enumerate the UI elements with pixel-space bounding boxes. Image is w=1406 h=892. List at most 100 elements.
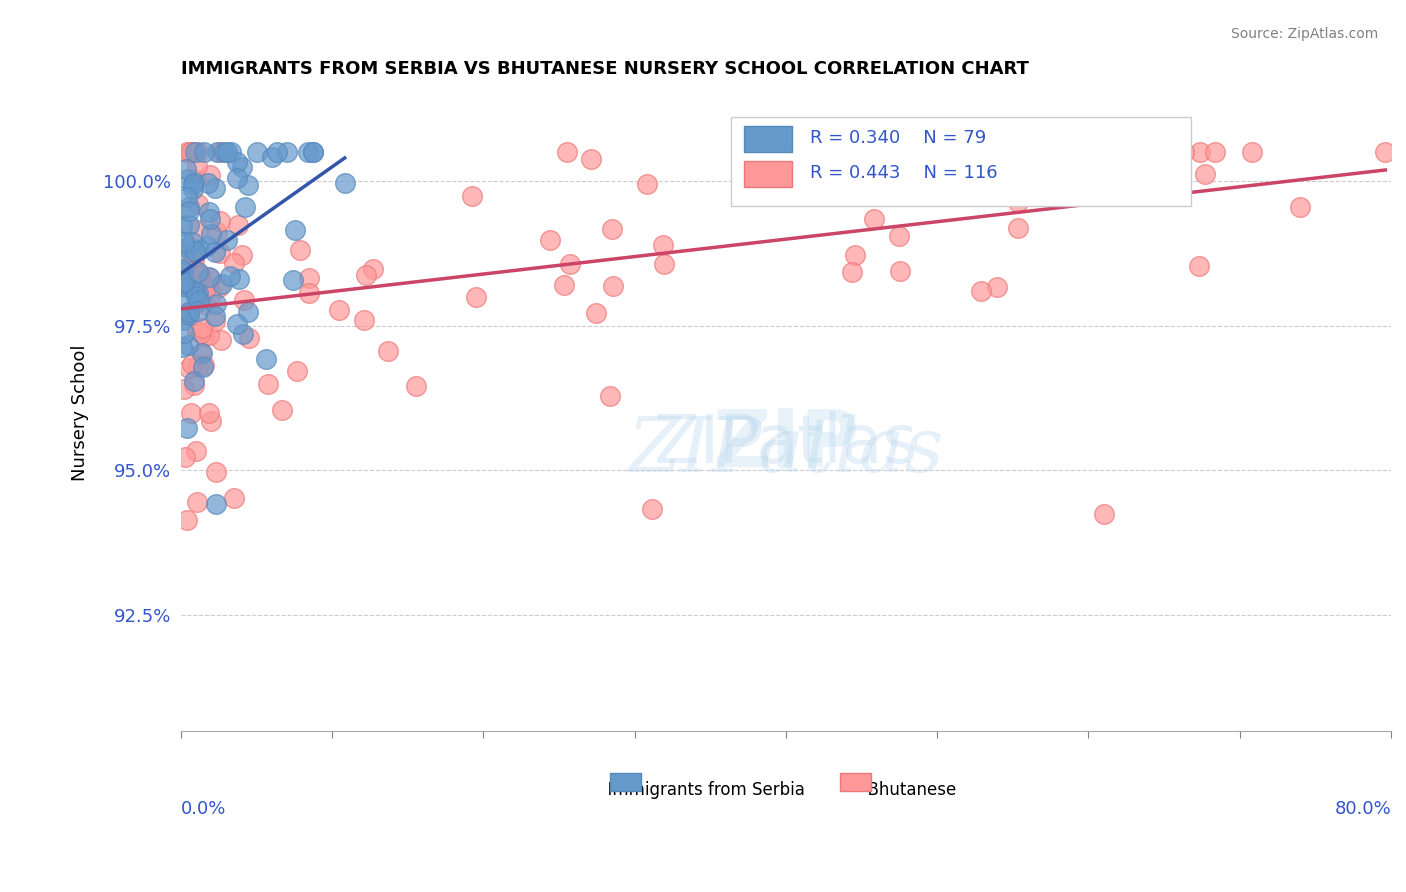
Point [209, 333, 232, 347]
Point [173, 235, 195, 249]
Point [183, 378, 205, 392]
Point [602, 278, 624, 293]
Point [187, 223, 209, 237]
Point [181, 244, 204, 259]
Point [184, 173, 207, 187]
Point [183, 374, 205, 388]
Point [222, 256, 245, 270]
Point [180, 145, 202, 160]
Point [186, 444, 208, 458]
Point [205, 145, 228, 160]
Point [204, 314, 226, 328]
Point [553, 277, 575, 292]
Point [1189, 145, 1212, 160]
Point [179, 145, 201, 160]
Text: ZIPatlas: ZIPatlas [654, 411, 918, 477]
Text: ZIPatlas: ZIPatlas [627, 414, 945, 488]
Text: 80.0%: 80.0% [1334, 800, 1391, 818]
Point [193, 329, 215, 343]
Point [285, 364, 308, 378]
Point [205, 497, 228, 511]
Point [636, 177, 658, 191]
Text: R = 0.340    N = 79: R = 0.340 N = 79 [810, 128, 987, 146]
Point [652, 257, 675, 271]
Point [238, 304, 260, 318]
Point [1007, 195, 1029, 210]
Point [1289, 200, 1312, 214]
Point [246, 145, 269, 160]
Point [298, 286, 321, 301]
Text: R = 0.443    N = 116: R = 0.443 N = 116 [810, 163, 998, 182]
Point [181, 251, 204, 265]
Point [1045, 145, 1067, 160]
Point [181, 178, 204, 192]
Point [579, 153, 602, 167]
Point [173, 275, 195, 289]
Point [204, 466, 226, 480]
Point [1173, 145, 1195, 160]
Point [188, 293, 211, 308]
Point [839, 179, 862, 194]
Point [464, 290, 486, 304]
Point [193, 358, 215, 372]
Point [179, 218, 201, 232]
FancyBboxPatch shape [744, 161, 792, 186]
Point [1092, 507, 1115, 521]
FancyBboxPatch shape [744, 127, 792, 152]
Point [236, 178, 259, 193]
Point [191, 287, 214, 301]
Point [200, 169, 222, 183]
Point [177, 200, 200, 214]
Point [204, 297, 226, 311]
Point [187, 265, 209, 279]
Point [226, 219, 249, 233]
Point [354, 268, 377, 282]
Point [929, 153, 952, 168]
Point [257, 376, 280, 391]
Point [200, 287, 222, 301]
Point [260, 151, 283, 165]
Point [187, 286, 209, 301]
Point [184, 289, 207, 303]
Point [254, 351, 277, 366]
Point [879, 145, 901, 160]
Point [232, 293, 254, 307]
Point [191, 360, 214, 375]
Point [186, 303, 208, 318]
Point [887, 228, 910, 243]
Point [204, 181, 226, 195]
Point [200, 227, 222, 242]
Point [177, 361, 200, 376]
Point [176, 189, 198, 203]
Point [186, 494, 208, 508]
Point [198, 406, 221, 420]
Point [970, 284, 993, 298]
Point [225, 171, 247, 186]
Point [179, 204, 201, 219]
Point [226, 317, 249, 331]
Point [283, 273, 305, 287]
Point [173, 247, 195, 261]
Point [651, 238, 673, 252]
Point [176, 145, 198, 160]
Point [290, 243, 312, 257]
Point [208, 214, 231, 228]
Point [187, 243, 209, 257]
Point [176, 171, 198, 186]
Point [183, 244, 205, 259]
Point [560, 257, 582, 271]
Point [177, 293, 200, 308]
Point [862, 212, 884, 227]
Point [361, 261, 384, 276]
Point [183, 285, 205, 300]
Point [298, 270, 321, 285]
Point [176, 513, 198, 527]
Point [333, 176, 356, 190]
Point [219, 269, 242, 284]
Point [176, 240, 198, 254]
Point [976, 145, 998, 160]
Point [187, 145, 209, 160]
Point [838, 169, 860, 184]
Point [197, 269, 219, 284]
Point [193, 145, 215, 160]
